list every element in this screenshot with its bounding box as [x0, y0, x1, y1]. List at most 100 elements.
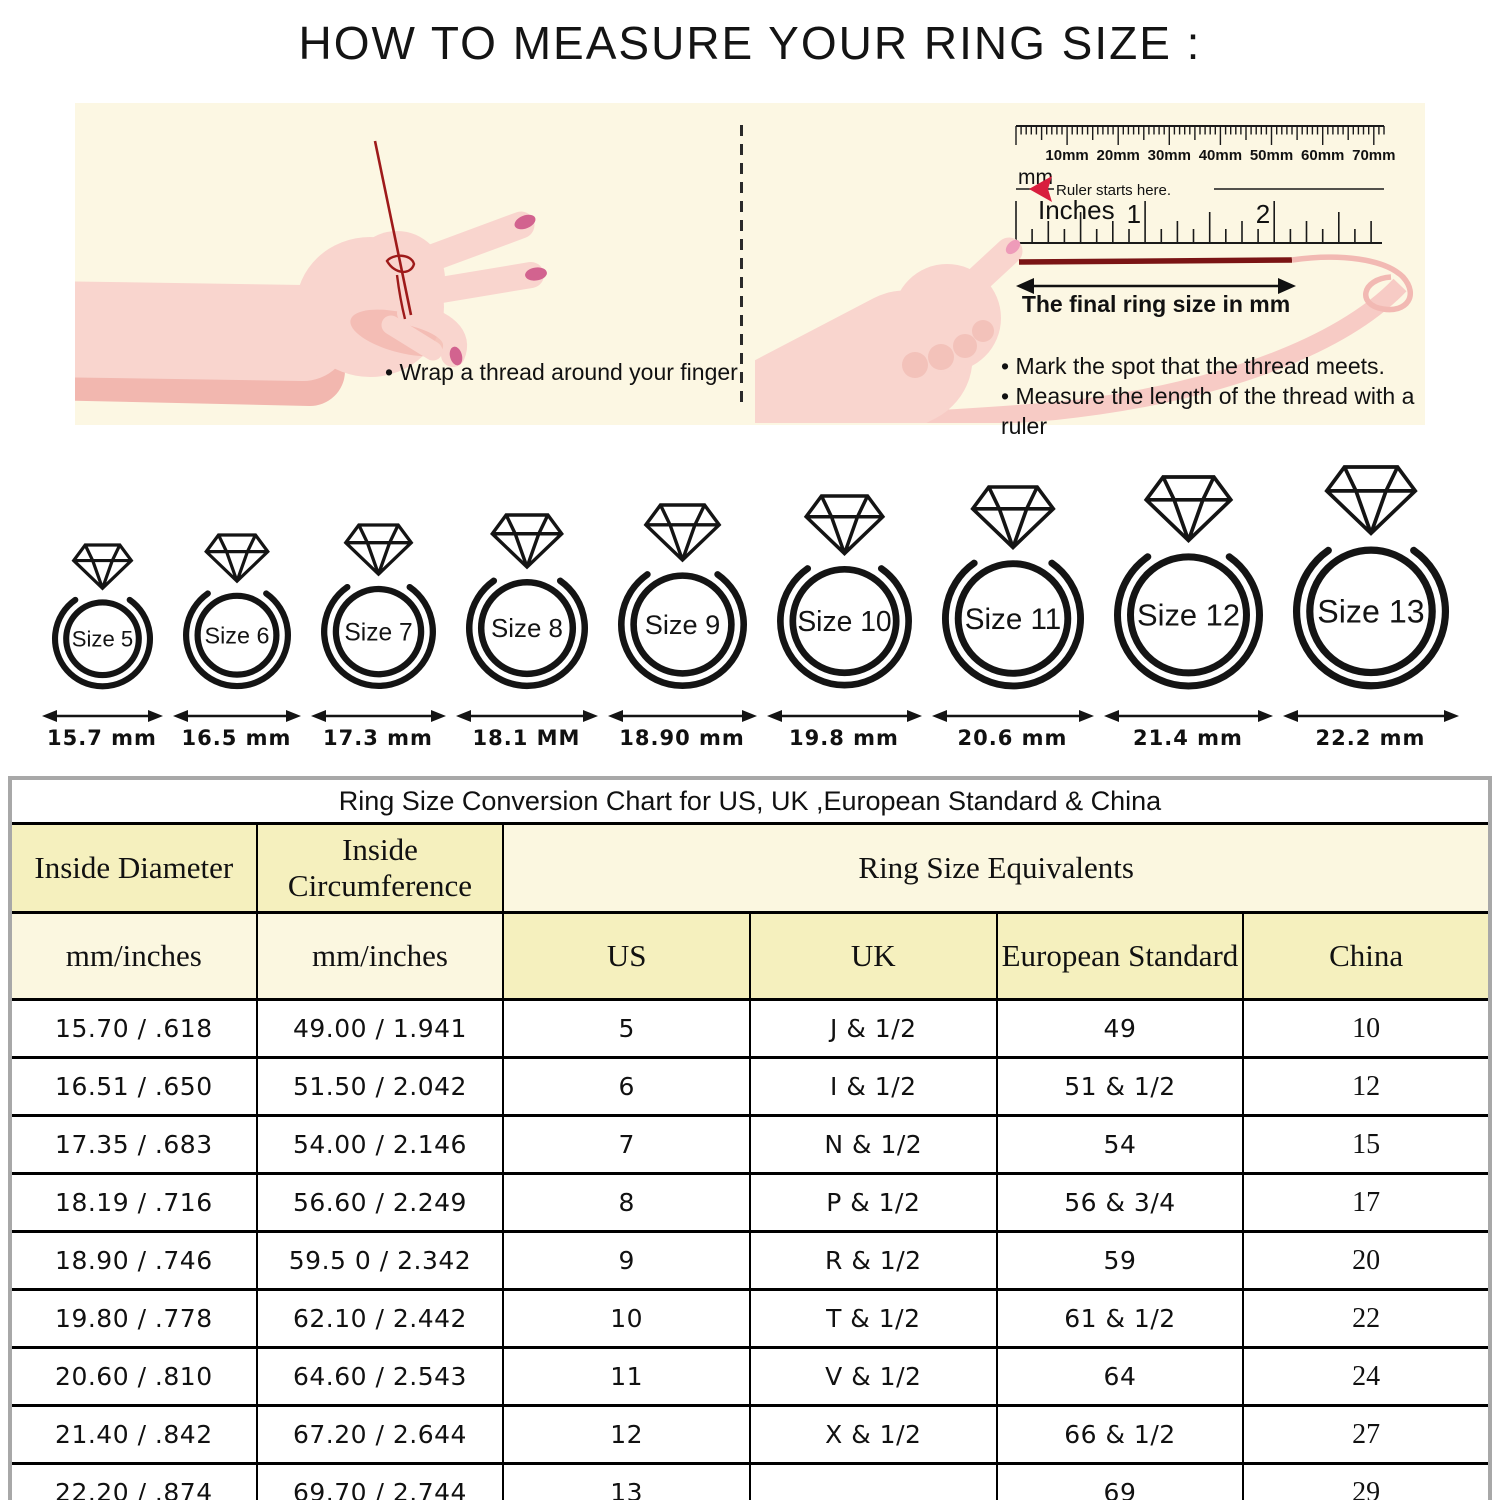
table-cell: 15 — [1242, 1114, 1491, 1175]
ring-outer-band — [51, 596, 153, 690]
knuckle — [928, 344, 954, 370]
table-cell: 13 — [502, 1462, 751, 1500]
index-finger — [399, 211, 535, 279]
mm-scale-label: 60mm — [1301, 147, 1344, 164]
ring-size-label: Size 8 — [491, 615, 563, 643]
inch-number: 1 — [1127, 199, 1141, 229]
diamond-ring-icon: Size 10 — [776, 494, 912, 689]
table-cell: 8 — [502, 1172, 751, 1233]
header-diameter-units: mm/inches — [9, 911, 258, 1001]
table-cell: 20 — [1242, 1230, 1491, 1291]
table-row: 18.19 / .716 56.60 / 2.249 8 P & 1/2 56 & 3/… — [9, 1172, 1491, 1233]
table-cell: 51.50 / 2.042 — [255, 1056, 505, 1117]
table-cell: J & 1/2 — [748, 998, 998, 1059]
ring-size-label: Size 7 — [344, 619, 412, 646]
ring-size-12: Size 12 21.4 mm — [1103, 474, 1274, 750]
table-cell: R & 1/2 — [748, 1230, 998, 1291]
diamond-ring-icon: Size 8 — [465, 513, 588, 689]
ruler-start-note: Ruler starts here. — [1056, 182, 1171, 199]
table-cell: 10 — [1242, 998, 1491, 1059]
table-cell: 24 — [1242, 1346, 1491, 1407]
instruction-measure-length: • Measure the length of the thread with … — [1001, 383, 1415, 439]
ring-diameter-value: 20.6 mm — [957, 726, 1068, 750]
nail-pointing — [1005, 239, 1021, 255]
instruction-panels: 10mm 20mm 30mm 40mm 50mm 60mm 70mm mm Ruler star… — [75, 103, 1425, 439]
diamond-icon — [203, 533, 270, 584]
diameter-arrow — [310, 710, 446, 722]
diameter-arrow — [766, 710, 922, 722]
diameter-arrow — [607, 710, 757, 722]
ring-size-5: Size 5 15.7 mm — [41, 543, 164, 750]
knuckle — [953, 334, 977, 358]
table-cell: N & 1/2 — [748, 1114, 998, 1175]
table-cell: 12 — [502, 1404, 751, 1465]
table-cell: 21.40 / .842 — [9, 1404, 258, 1465]
table-row: 16.51 / .650 51.50 / 2.042 6 I & 1/2 51 & 1/… — [9, 1056, 1491, 1117]
table-cell: 18.90 / .746 — [9, 1230, 258, 1291]
table-cell: 69 — [995, 1462, 1245, 1500]
nail-middle — [525, 267, 547, 281]
thread-tail — [395, 274, 407, 320]
ring-size-7: Size 7 17.3 mm — [310, 523, 447, 750]
table-cell: T & 1/2 — [748, 1288, 998, 1349]
table-cell: 20.60 / .810 — [9, 1346, 258, 1407]
instruction-mark-spot: • Mark the spot that the thread meets. — [1001, 353, 1385, 379]
table-row: 22.20 / .874 69.70 / 2.744 13 __ 69 29 — [9, 1462, 1491, 1500]
header-inside-diameter: Inside Diameter — [9, 822, 258, 914]
ring-diameter-value: 18.90 mm — [619, 726, 745, 750]
header-circumference-units: mm/inches — [255, 911, 505, 1001]
ring-diameter-value: 15.7 mm — [47, 726, 157, 750]
table-cell: 6 — [502, 1056, 751, 1117]
table-cell: 54.00 / 2.146 — [255, 1114, 505, 1175]
diamond-icon — [489, 513, 564, 570]
diamond-icon — [803, 494, 885, 557]
ring-size-row: Size 5 15.7 mm Size 6 16.5 mm Size 7 17.3 mm S… — [40, 452, 1460, 750]
table-cell: 69.70 / 2.744 — [255, 1462, 505, 1500]
knuckle — [972, 320, 994, 342]
table-row: 15.70 / .618 49.00 / 1.941 5 J & 1/2 49 10 — [9, 998, 1491, 1059]
table-cell: I & 1/2 — [748, 1056, 998, 1117]
table-cell: 9 — [502, 1230, 751, 1291]
ring-diameter-value: 17.3 mm — [323, 726, 433, 750]
mm-scale-label: 20mm — [1097, 147, 1140, 164]
ring-outer-band — [1113, 552, 1263, 690]
table-cell: 11 — [502, 1346, 751, 1407]
final-size-label: The final ring size in mm — [1022, 291, 1290, 317]
header-european-standard: European Standard — [995, 911, 1245, 1001]
page-title: HOW TO MEASURE YOUR RING SIZE : — [298, 17, 1202, 69]
table-row: 18.90 / .746 59.5 0 / 2.342 9 R & 1/2 59 20 — [9, 1230, 1491, 1291]
table-cell: V & 1/2 — [748, 1346, 998, 1407]
table-cell: 17.35 / .683 — [9, 1114, 258, 1175]
ring-diameter-value: 21.4 mm — [1133, 726, 1243, 750]
diamond-icon — [1323, 464, 1418, 536]
ring-size-conversion-table: Ring Size Conversion Chart for US, UK ,E… — [8, 776, 1492, 1500]
ring-diameter-value: 22.2 mm — [1315, 726, 1426, 750]
header-uk: UK — [748, 911, 998, 1001]
ring-size-11: Size 11 20.6 mm — [931, 484, 1095, 750]
ring-size-label: Size 12 — [1137, 597, 1240, 632]
thread-swoosh — [755, 278, 1407, 423]
table-cell: 67.20 / 2.644 — [255, 1404, 505, 1465]
mm-scale-label: 30mm — [1148, 147, 1191, 164]
table-cell: P & 1/2 — [748, 1172, 998, 1233]
thread-knot — [385, 254, 416, 274]
table-cell: 5 — [502, 998, 751, 1059]
table-cell: 10 — [502, 1288, 751, 1349]
hand-with-thread-illustration — [75, 140, 547, 406]
instruction-list: • Mark the spot that the thread meets. •… — [1001, 351, 1425, 441]
table-cell: 15.70 / .618 — [9, 998, 258, 1059]
table-cell: 49.00 / 1.941 — [255, 998, 505, 1059]
table-cell: 18.19 / .716 — [9, 1172, 258, 1233]
table-cell: 7 — [502, 1114, 751, 1175]
conversion-table-wrap: Ring Size Conversion Chart for US, UK ,E… — [8, 776, 1492, 1500]
ring-size-8: Size 8 18.1 MM — [455, 513, 599, 750]
diamond-icon — [643, 503, 721, 563]
table-cell: 59.5 0 / 2.342 — [255, 1230, 505, 1291]
ring-inner-band — [788, 566, 900, 677]
table-cell: X & 1/2 — [748, 1404, 998, 1465]
ring-outer-band — [1292, 546, 1449, 689]
header-us: US — [502, 911, 751, 1001]
